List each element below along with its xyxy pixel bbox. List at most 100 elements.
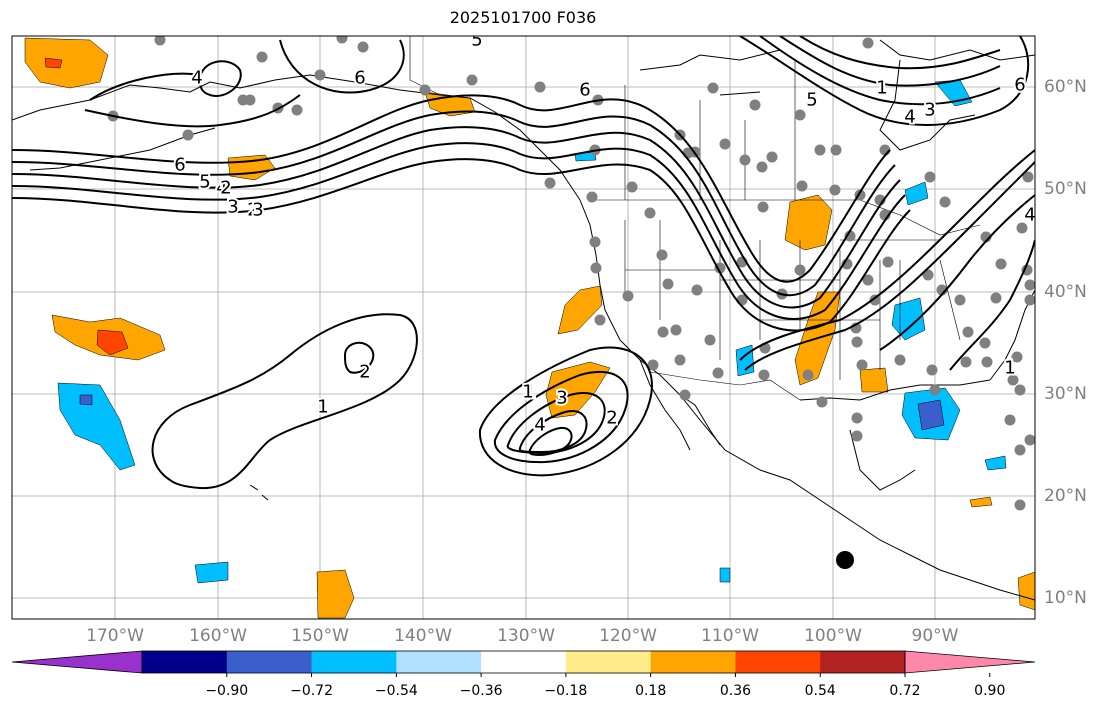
coast-baja bbox=[639, 359, 721, 451]
station-dot bbox=[357, 41, 369, 53]
station-dot bbox=[679, 389, 691, 401]
shade-orange-small-1 bbox=[316, 569, 355, 619]
station-dot bbox=[757, 201, 769, 213]
colorbar-tick-label: −0.54 bbox=[374, 683, 418, 699]
station-dot bbox=[814, 144, 826, 156]
station-dot bbox=[1014, 384, 1026, 396]
colorbar-tick-label: −0.18 bbox=[544, 683, 588, 699]
station-dot bbox=[1011, 351, 1023, 363]
contour-baja-4 bbox=[518, 410, 588, 454]
contour-label: 4 bbox=[1024, 205, 1035, 226]
station-dot bbox=[626, 181, 638, 193]
station-dot bbox=[1021, 264, 1033, 276]
station-dot bbox=[670, 324, 682, 336]
station-dot bbox=[644, 207, 656, 219]
shade-orange-small-2 bbox=[1017, 571, 1035, 611]
station-dot bbox=[979, 337, 991, 349]
contour-hudson-group bbox=[739, 36, 1030, 126]
station-dot bbox=[924, 171, 936, 183]
station-dot bbox=[894, 354, 906, 366]
station-dot bbox=[1024, 434, 1035, 446]
contour-label: 2 bbox=[220, 178, 231, 199]
station-dot bbox=[856, 359, 868, 371]
contour-east-4 bbox=[879, 194, 1035, 351]
station-dot bbox=[756, 161, 768, 173]
station-dot bbox=[1014, 499, 1026, 511]
contour-label: 6 bbox=[1014, 75, 1025, 96]
map-frame bbox=[11, 35, 1036, 620]
border-us-mexico bbox=[649, 371, 801, 401]
station-dot bbox=[647, 359, 659, 371]
station-dot bbox=[995, 258, 1007, 270]
colorbar-tick-label: −0.36 bbox=[459, 683, 503, 699]
colorbar-tick-label: 0.72 bbox=[889, 683, 921, 699]
station-dot bbox=[656, 249, 668, 261]
contour-westerly-band-1 bbox=[12, 94, 891, 283]
black-marker bbox=[836, 551, 854, 569]
station-dot bbox=[869, 294, 881, 306]
contour-east-2 bbox=[744, 161, 1035, 371]
shade-red-ak-west bbox=[44, 57, 63, 69]
station-dot bbox=[622, 290, 634, 302]
station-dot bbox=[657, 326, 669, 338]
contour-label: 1 bbox=[317, 397, 328, 418]
contour-pacific-2 bbox=[343, 341, 375, 374]
coast-aleutian bbox=[29, 127, 216, 171]
contour-label: 2 bbox=[606, 408, 617, 429]
station-dot bbox=[862, 274, 874, 286]
station-dot bbox=[960, 356, 972, 368]
station-dot bbox=[758, 369, 770, 381]
station-dot bbox=[466, 74, 478, 86]
station-dot bbox=[1024, 294, 1035, 306]
shade-orange-ak-west bbox=[24, 37, 109, 89]
station-dot bbox=[1016, 222, 1028, 234]
shaded-fields bbox=[24, 37, 1035, 619]
station-dot bbox=[1007, 374, 1019, 386]
station-dot bbox=[794, 109, 806, 121]
contour-westerly-band-4 bbox=[12, 142, 906, 320]
contour-label: 4 bbox=[904, 107, 915, 128]
station-dot bbox=[980, 231, 992, 243]
contour-label: 6 bbox=[354, 68, 365, 89]
lat-label: 60°N bbox=[1044, 77, 1087, 97]
station-dot bbox=[544, 177, 556, 189]
contour-label: 1 bbox=[524, 382, 535, 403]
station-dot bbox=[844, 230, 856, 242]
station-dot bbox=[704, 334, 716, 346]
contour-baja-1 bbox=[478, 346, 653, 477]
station-dot bbox=[1022, 171, 1034, 183]
station-dot bbox=[1014, 444, 1026, 456]
contour-label: 5 bbox=[199, 172, 210, 193]
lon-label: 130°W bbox=[497, 626, 555, 646]
contour-east-3 bbox=[949, 239, 1035, 371]
station-dot bbox=[802, 369, 814, 381]
station-dot bbox=[816, 396, 828, 408]
station-dot bbox=[990, 292, 1002, 304]
station-dot bbox=[1024, 279, 1035, 291]
contour-alaska-closed bbox=[198, 60, 242, 97]
contour-pacific-1 bbox=[151, 313, 418, 490]
lat-label: 30°N bbox=[1044, 384, 1087, 404]
colorbar-tick-label: −0.90 bbox=[205, 683, 249, 699]
station-dot bbox=[794, 264, 806, 276]
shade-cyan-mexico bbox=[735, 344, 755, 377]
station-dot bbox=[589, 236, 601, 248]
station-dot bbox=[929, 384, 941, 396]
station-dot bbox=[719, 138, 731, 150]
shade-cyan-small-1 bbox=[194, 561, 229, 584]
contour-east-1 bbox=[739, 149, 1035, 361]
coast-hawaii bbox=[249, 484, 269, 501]
contour-label: 5 bbox=[806, 90, 817, 111]
shade-cyan-small-3 bbox=[984, 455, 1007, 471]
station-dot bbox=[662, 278, 674, 290]
station-dot bbox=[336, 36, 348, 44]
colorbar-tick-label: 0.36 bbox=[719, 683, 752, 699]
station-dot bbox=[419, 84, 431, 96]
shade-cyan-small-2 bbox=[719, 567, 731, 583]
shade-cyan-great-lakes bbox=[904, 181, 929, 206]
coast-canada-north bbox=[639, 39, 1035, 96]
coast-alaska bbox=[12, 74, 581, 201]
station-dot bbox=[922, 269, 934, 281]
